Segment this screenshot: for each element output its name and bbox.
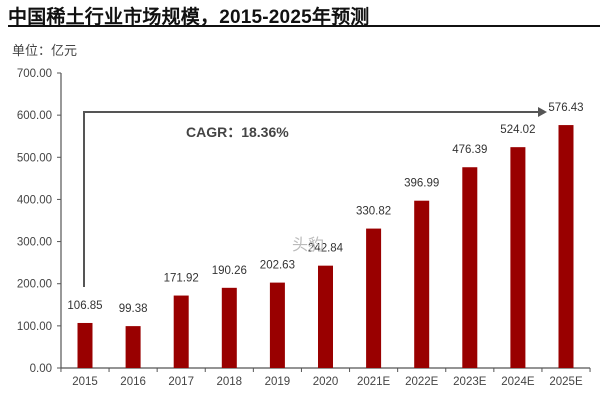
y-tick-label: 400.00	[17, 194, 52, 206]
unit-label: 单位：亿元	[12, 43, 78, 58]
value-label: 190.26	[212, 265, 247, 277]
bar	[414, 200, 430, 368]
cagr-label: CAGR：18.36%	[186, 124, 289, 140]
value-label: 202.63	[260, 260, 295, 272]
y-tick-label: 300.00	[17, 237, 52, 249]
bar	[269, 282, 285, 368]
y-tick-label: 600.00	[17, 110, 52, 122]
bar	[318, 265, 333, 368]
y-tick-label: 0.00	[30, 363, 52, 375]
cagr-arrow	[83, 111, 538, 287]
x-tick-label: 2018	[217, 376, 243, 388]
value-label: 242.84	[308, 243, 344, 255]
value-label: 171.92	[164, 273, 199, 285]
bar	[510, 147, 526, 368]
x-tick-label: 2024E	[501, 376, 535, 388]
x-tick-label: 2016	[120, 376, 146, 388]
x-tick-label: 2023E	[453, 376, 487, 388]
arrowhead-icon	[538, 107, 547, 117]
y-tick-label: 200.00	[17, 279, 52, 291]
bar	[366, 228, 382, 368]
watermark: 头豹	[292, 235, 324, 254]
bar	[77, 322, 93, 368]
bar	[173, 295, 189, 368]
bar	[462, 167, 478, 368]
value-label: 106.85	[67, 300, 102, 312]
y-tick-label: 700.00	[17, 68, 52, 80]
value-label: 396.99	[404, 178, 439, 190]
x-tick-label: 2015	[72, 376, 98, 388]
chart-title: 中国稀土行业市场规模，2015-2025年预测	[8, 7, 370, 28]
value-label: 99.38	[119, 303, 148, 315]
x-tick-label: 2020	[313, 376, 339, 388]
value-label: 330.82	[356, 206, 391, 218]
value-label: 576.43	[548, 102, 583, 114]
bar	[558, 125, 574, 368]
value-label: 476.39	[452, 144, 487, 156]
x-tick-label: 2021E	[357, 376, 391, 388]
x-tick-label: 2019	[265, 376, 291, 388]
title-underline	[8, 25, 600, 27]
x-tick-label: 2017	[168, 376, 194, 388]
y-tick-label: 500.00	[17, 152, 52, 164]
x-tick-label: 2022E	[405, 376, 439, 388]
value-label: 524.02	[500, 124, 535, 136]
x-tick-label: 2025E	[549, 376, 583, 388]
bar	[125, 326, 141, 368]
bar	[221, 287, 237, 368]
y-tick-label: 100.00	[17, 321, 52, 333]
